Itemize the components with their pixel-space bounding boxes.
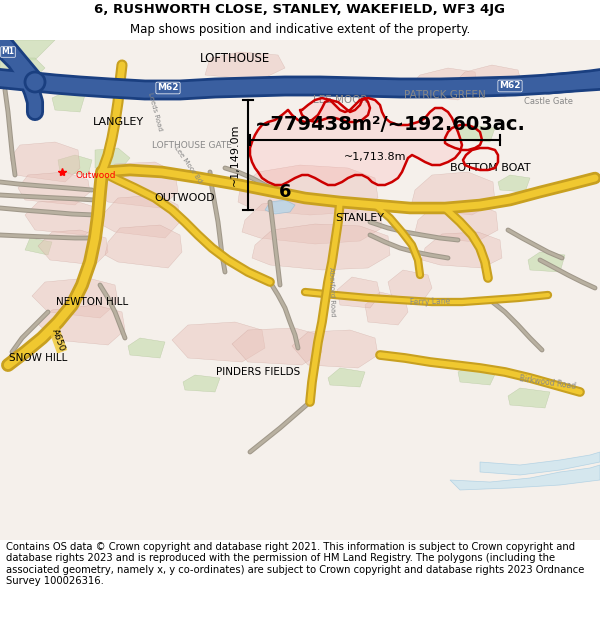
Text: OUTWOOD: OUTWOOD — [155, 193, 215, 203]
Text: Ferry Lane: Ferry Lane — [410, 297, 451, 308]
Polygon shape — [238, 165, 378, 215]
Text: ~779438m²/~192.603ac.: ~779438m²/~192.603ac. — [254, 116, 526, 134]
Polygon shape — [32, 278, 118, 318]
Text: Lee Moor Bd: Lee Moor Bd — [173, 146, 203, 184]
Text: ~1,149.0m: ~1,149.0m — [230, 124, 240, 186]
Polygon shape — [232, 328, 322, 365]
Polygon shape — [183, 375, 220, 392]
Polygon shape — [422, 232, 502, 268]
Polygon shape — [18, 172, 90, 205]
Text: Castle Gate: Castle Gate — [523, 98, 572, 106]
Text: M62: M62 — [157, 84, 179, 92]
Polygon shape — [410, 68, 478, 100]
Polygon shape — [252, 224, 390, 270]
Polygon shape — [250, 98, 462, 185]
Polygon shape — [128, 338, 165, 358]
Text: 6: 6 — [279, 183, 291, 201]
Text: NEWTON HILL: NEWTON HILL — [56, 297, 128, 307]
Text: Birkwood Road: Birkwood Road — [519, 374, 577, 391]
Text: Outwood: Outwood — [75, 171, 115, 179]
Text: PINDERS FIELDS: PINDERS FIELDS — [216, 367, 300, 377]
Polygon shape — [242, 198, 382, 244]
Text: PATRICK GREEN: PATRICK GREEN — [404, 90, 486, 100]
Polygon shape — [98, 162, 178, 208]
Polygon shape — [105, 225, 182, 268]
Polygon shape — [102, 195, 180, 238]
Polygon shape — [498, 175, 530, 192]
Polygon shape — [0, 58, 45, 82]
Polygon shape — [10, 142, 80, 182]
Polygon shape — [265, 200, 295, 214]
Text: LOFTHOUSE GATE: LOFTHOUSE GATE — [152, 141, 232, 149]
Polygon shape — [450, 465, 600, 490]
Polygon shape — [58, 155, 92, 175]
Text: M1: M1 — [1, 48, 14, 56]
Text: LANGLEY: LANGLEY — [92, 117, 143, 127]
Polygon shape — [480, 452, 600, 475]
Text: ~1,713.8m: ~1,713.8m — [344, 152, 406, 162]
Polygon shape — [455, 65, 522, 97]
Polygon shape — [95, 148, 130, 170]
Polygon shape — [300, 98, 370, 122]
Text: Aberford Road: Aberford Road — [328, 267, 336, 317]
Polygon shape — [205, 52, 285, 80]
Polygon shape — [0, 40, 55, 60]
Text: LOFTHOUSE: LOFTHOUSE — [200, 51, 270, 64]
Polygon shape — [172, 322, 265, 362]
Polygon shape — [508, 388, 550, 408]
Text: Leeds Road: Leeds Road — [147, 92, 163, 132]
Polygon shape — [388, 270, 432, 302]
Text: 6, RUSHWORTH CLOSE, STANLEY, WAKEFIELD, WF3 4JG: 6, RUSHWORTH CLOSE, STANLEY, WAKEFIELD, … — [95, 4, 505, 16]
Polygon shape — [415, 202, 498, 242]
Text: M62: M62 — [499, 81, 521, 91]
Polygon shape — [365, 292, 408, 325]
Text: Map shows position and indicative extent of the property.: Map shows position and indicative extent… — [130, 24, 470, 36]
Polygon shape — [528, 252, 565, 272]
Circle shape — [25, 72, 45, 92]
Polygon shape — [38, 305, 125, 345]
Polygon shape — [412, 172, 495, 215]
Polygon shape — [458, 125, 495, 142]
Polygon shape — [337, 277, 380, 308]
Polygon shape — [38, 230, 108, 265]
Polygon shape — [328, 368, 365, 387]
Polygon shape — [458, 365, 498, 385]
Text: LEE MOOR: LEE MOOR — [313, 95, 367, 105]
Polygon shape — [292, 330, 378, 368]
Text: STANLEY: STANLEY — [335, 213, 385, 223]
Polygon shape — [25, 200, 100, 235]
Text: Contains OS data © Crown copyright and database right 2021. This information is : Contains OS data © Crown copyright and d… — [6, 542, 584, 586]
Text: SNOW HILL: SNOW HILL — [9, 353, 67, 363]
Polygon shape — [25, 238, 52, 255]
Polygon shape — [0, 40, 600, 540]
Text: A650: A650 — [50, 328, 66, 352]
Polygon shape — [52, 92, 85, 112]
Text: BOTTOM BOAT: BOTTOM BOAT — [449, 163, 530, 173]
